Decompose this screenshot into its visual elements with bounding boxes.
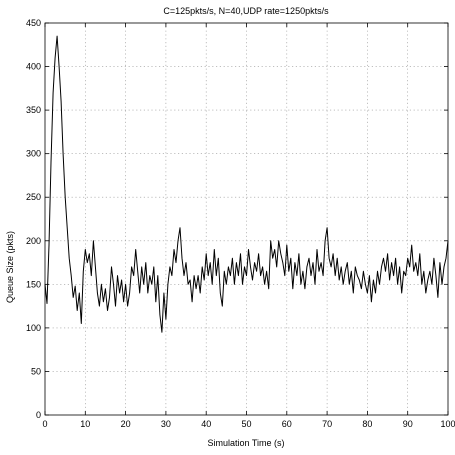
y-tick-label: 250 [26, 192, 41, 202]
x-tick-label: 70 [322, 419, 332, 429]
y-tick-label: 200 [26, 236, 41, 246]
y-tick-labels: 0 50 100 150 200 250 300 350 400 450 [26, 18, 41, 420]
queue-size-series-line [44, 35, 449, 333]
y-tick-label: 450 [26, 18, 41, 28]
y-tick-label: 300 [26, 149, 41, 159]
y-tick-label: 50 [31, 366, 41, 376]
x-tick-label: 100 [440, 419, 455, 429]
chart-title: C=125pkts/s, N=40,UDP rate=1250pkts/s [163, 6, 329, 16]
x-tick-label: 50 [241, 419, 251, 429]
x-tick-labels: 0 10 20 30 40 50 60 70 80 90 100 [42, 419, 455, 429]
x-tick-label: 30 [161, 419, 171, 429]
y-tick-label: 100 [26, 323, 41, 333]
x-tick-label: 60 [282, 419, 292, 429]
y-tick-label: 0 [36, 410, 41, 420]
x-axis-title: Simulation Time (s) [207, 438, 284, 448]
x-tick-label: 0 [42, 419, 47, 429]
y-tick-label: 400 [26, 62, 41, 72]
y-axis-title: Queue Size (pkts) [5, 231, 15, 303]
x-tick-label: 10 [80, 419, 90, 429]
x-tick-label: 40 [201, 419, 211, 429]
x-tick-label: 90 [403, 419, 413, 429]
grid-lines [45, 23, 448, 415]
x-tick-label: 80 [362, 419, 372, 429]
y-tick-label: 350 [26, 105, 41, 115]
y-tick-label: 150 [26, 279, 41, 289]
axis-ticks [44, 22, 449, 416]
x-tick-label: 20 [121, 419, 131, 429]
plot-frame [44, 22, 449, 416]
